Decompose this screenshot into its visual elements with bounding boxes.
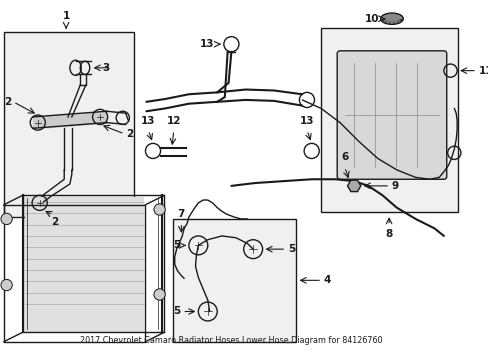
- Text: 13: 13: [141, 116, 155, 126]
- Circle shape: [1, 279, 12, 291]
- Text: 4: 4: [324, 275, 331, 285]
- Text: 13: 13: [200, 39, 214, 49]
- FancyBboxPatch shape: [337, 51, 446, 179]
- Text: 5: 5: [173, 306, 180, 316]
- Text: 3: 3: [102, 63, 109, 73]
- Polygon shape: [347, 180, 360, 192]
- Text: 2: 2: [51, 217, 58, 227]
- Circle shape: [154, 204, 165, 215]
- Text: 11: 11: [478, 66, 488, 76]
- Bar: [24, 197, 143, 332]
- Text: 5: 5: [173, 240, 180, 250]
- Circle shape: [1, 213, 12, 225]
- Text: 1: 1: [62, 10, 70, 21]
- Ellipse shape: [380, 13, 403, 24]
- Text: 6: 6: [341, 152, 347, 162]
- Bar: [4, 32, 134, 217]
- Text: 8: 8: [385, 229, 392, 239]
- Bar: [321, 28, 457, 212]
- Bar: [172, 219, 295, 342]
- Text: 10: 10: [365, 14, 379, 24]
- Text: 5: 5: [287, 244, 295, 254]
- Circle shape: [154, 289, 165, 300]
- Text: 2: 2: [4, 97, 11, 107]
- Text: 9: 9: [391, 181, 398, 191]
- Text: 7: 7: [177, 209, 184, 219]
- Text: 13: 13: [299, 116, 314, 126]
- Text: 12: 12: [166, 116, 181, 126]
- Text: 2: 2: [126, 129, 134, 139]
- Text: 2017 Chevrolet Camaro Radiator Hoses Lower Hose Diagram for 84126760: 2017 Chevrolet Camaro Radiator Hoses Low…: [80, 336, 382, 345]
